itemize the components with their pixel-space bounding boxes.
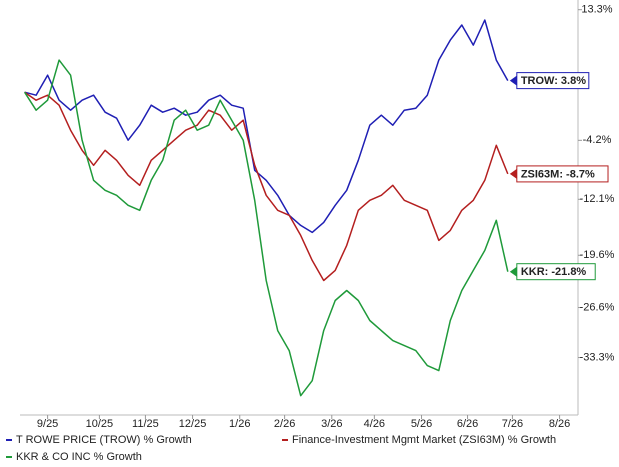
end-label-box [516,165,609,183]
x-tick-label: 11/25 [132,418,159,430]
end-label-pointer [509,75,517,86]
end-label-pointer [509,266,517,277]
series-line [23,59,509,397]
legend-label: Finance-Investment Mgmt Market (ZSI63M) … [292,434,556,446]
legend-label: KKR & CO INC % Growth [16,451,142,463]
legend-label: T ROWE PRICE (TROW) % Growth [16,434,192,446]
end-label-text: ZSI63M: -8.7% [521,168,595,180]
y-tick-label: -12.1% [580,193,615,205]
end-label-text: KKR: -21.8% [521,266,587,278]
x-tick-label: 8/26 [549,418,570,430]
x-tick-label: 3/26 [321,418,342,430]
x-tick-label: 10/25 [86,418,114,430]
end-label-box [516,72,590,90]
x-tick-label: 12/25 [179,418,207,430]
x-tick-label: 4/26 [364,418,385,430]
y-tick-label: -33.3% [580,351,615,363]
series-line [24,91,509,282]
x-tick-label: 9/25 [37,418,58,430]
x-tick-label: 2/26 [274,418,295,430]
end-label-text: TROW: 3.8% [521,75,586,87]
end-label: ZSI63M: -8.7% [509,165,609,183]
x-tick-label: 6/26 [457,418,478,430]
y-tick-label: 13.3% [581,4,612,16]
y-tick-label: -26.6% [580,301,615,313]
series-line [24,19,509,234]
y-tick-label: -19.6% [580,249,615,261]
end-label: TROW: 3.8% [509,72,590,90]
y-tick-label: -4.2% [583,134,612,146]
x-tick-label: 5/26 [411,418,432,430]
end-label-box [516,263,596,281]
end-label-pointer [509,168,517,179]
x-tick-label: 1/26 [229,418,250,430]
end-label: KKR: -21.8% [509,263,596,281]
x-tick-label: 7/26 [502,418,523,430]
